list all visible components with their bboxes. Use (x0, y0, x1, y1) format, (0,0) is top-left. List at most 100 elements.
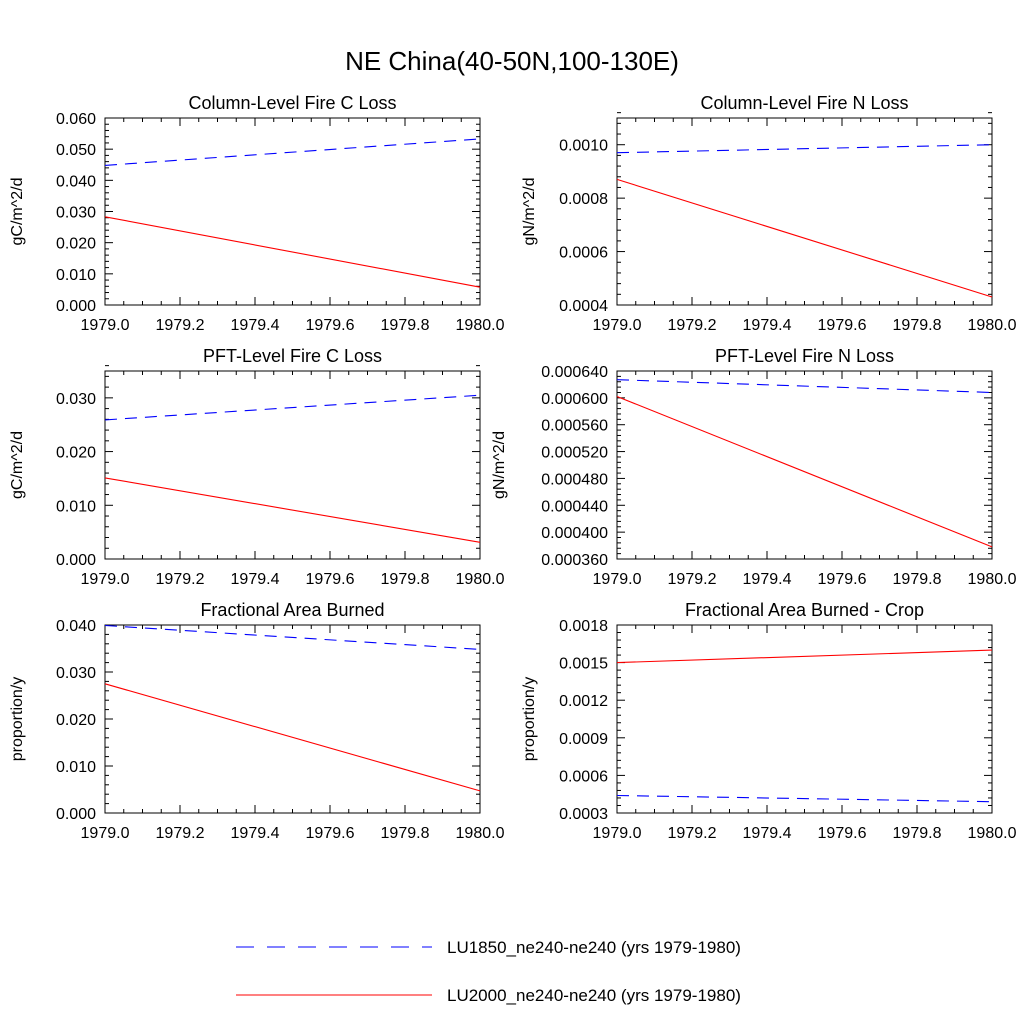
y-tick-label: 0.0012 (559, 693, 608, 710)
y-tick-label: 0.000440 (541, 498, 608, 515)
chart-panel-6: Fractional Area Burned - Crop 1979.0 1979.… (521, 600, 1017, 842)
x-tick-label: 1979.2 (156, 571, 205, 588)
x-tick-label: 1979.2 (668, 317, 717, 334)
y-tick-label: 0.0008 (559, 191, 608, 208)
x-tick-label: 1979.8 (381, 317, 430, 334)
x-tick-label: 1979.2 (156, 317, 205, 334)
x-tick-label: 1979.6 (306, 317, 355, 334)
x-tick-label: 1979.4 (743, 317, 792, 334)
x-tick-label: 1979.8 (381, 571, 430, 588)
x-tick-label: 1980.0 (968, 571, 1017, 588)
x-tick-label: 1980.0 (456, 571, 505, 588)
x-tick-label: 1979.0 (593, 317, 642, 334)
y-tick-label: 0.030 (56, 665, 96, 682)
y-tick-label: 0.040 (56, 618, 96, 635)
y-tick-label: 0.000640 (541, 364, 608, 381)
y-tick-label: 0.020 (56, 712, 96, 729)
x-tick-label: 1979.0 (81, 825, 130, 842)
series-line-lu2000 (104, 683, 481, 792)
panel-title: Column-Level Fire C Loss (188, 93, 396, 113)
y-tick-label: 0.000480 (541, 471, 608, 488)
series-line-lu2000 (104, 477, 481, 543)
y-tick-label: 0.000560 (541, 418, 608, 435)
x-tick-label: 1980.0 (968, 825, 1017, 842)
y-tick-label: 0.000 (56, 298, 96, 315)
y-tick-label: 0.0003 (559, 806, 608, 823)
series-line-lu1850 (616, 379, 993, 394)
chart-panel-5: Fractional Area Burned 1979.0 1979.2 1979.4… (9, 600, 505, 842)
y-tick-label: 0.000 (56, 806, 96, 823)
x-tick-label: 1979.4 (231, 571, 280, 588)
x-tick-label: 1979.6 (306, 571, 355, 588)
y-tick-label: 0.030 (56, 205, 96, 222)
x-tick-label: 1979.6 (818, 317, 867, 334)
y-tick-label: 0.030 (56, 391, 96, 408)
y-tick-label: 0.0015 (559, 656, 608, 673)
series-line-lu1850 (616, 794, 993, 803)
y-tick-label: 0.020 (56, 445, 96, 462)
y-axis-label: gC/m^2/d (9, 431, 26, 499)
y-tick-label: 0.000600 (541, 391, 608, 408)
y-axis-label: gC/m^2/d (9, 178, 26, 246)
x-tick-label: 1979.4 (231, 825, 280, 842)
y-tick-label: 0.000360 (541, 552, 608, 569)
series-line-lu1850 (104, 394, 481, 421)
plot-frame (616, 117, 993, 306)
y-tick-label: 0.0006 (559, 768, 608, 785)
x-tick-label: 1979.8 (893, 825, 942, 842)
x-tick-label: 1979.2 (668, 825, 717, 842)
x-tick-label: 1979.2 (668, 571, 717, 588)
legend-label: LU2000_ne240-ne240 (yrs 1979-1980) (447, 986, 741, 1005)
series-line-lu2000 (104, 216, 481, 288)
series-line-lu2000 (616, 395, 993, 548)
x-tick-label: 1979.0 (593, 571, 642, 588)
y-tick-label: 0.000 (56, 552, 96, 569)
y-tick-label: 0.0006 (559, 245, 608, 262)
y-tick-label: 0.000400 (541, 525, 608, 542)
legend: LU1850_ne240-ne240 (yrs 1979-1980) LU2000… (236, 938, 741, 1005)
legend-label: LU1850_ne240-ne240 (yrs 1979-1980) (447, 938, 741, 957)
y-tick-label: 0.0009 (559, 731, 608, 748)
y-tick-label: 0.010 (56, 267, 96, 284)
y-tick-label: 0.040 (56, 173, 96, 190)
y-axis-label: proportion/y (521, 677, 538, 762)
panel-title: Column-Level Fire N Loss (700, 93, 908, 113)
series-line-lu2000 (616, 178, 993, 298)
y-axis-label: gN/m^2/d (521, 178, 538, 246)
plot-frame (616, 370, 993, 560)
chart-panel-4: PFT-Level Fire N Loss 1979.0 1979.2 1979.4 1… (491, 346, 1017, 588)
y-axis-label: proportion/y (9, 677, 26, 762)
series-line-lu2000 (616, 649, 993, 664)
y-tick-label: 0.010 (56, 759, 96, 776)
chart-panel-2: Column-Level Fire N Loss 1979.0 1979.2 1979… (521, 93, 1017, 334)
chart-panel-1: Column-Level Fire C Loss 1979.0 1979.2 1979… (9, 93, 505, 334)
x-tick-label: 1979.6 (818, 825, 867, 842)
x-tick-label: 1980.0 (456, 825, 505, 842)
x-tick-label: 1979.0 (81, 571, 130, 588)
x-tick-label: 1979.4 (743, 825, 792, 842)
x-tick-label: 1979.4 (231, 317, 280, 334)
y-tick-label: 0.060 (56, 111, 96, 128)
x-tick-label: 1979.2 (156, 825, 205, 842)
x-tick-label: 1979.6 (306, 825, 355, 842)
panel-title: PFT-Level Fire N Loss (715, 346, 894, 366)
y-tick-label: 0.000520 (541, 445, 608, 462)
y-tick-label: 0.020 (56, 236, 96, 253)
series-line-lu1850 (616, 144, 993, 154)
y-tick-label: 0.050 (56, 142, 96, 159)
main-title: NE China(40-50N,100-130E) (345, 46, 679, 76)
y-tick-label: 0.0018 (559, 618, 608, 635)
panels: Column-Level Fire C Loss 1979.0 1979.2 1979… (9, 93, 1017, 842)
plot-frame (104, 370, 481, 560)
y-tick-label: 0.0010 (559, 138, 608, 155)
series-line-lu1850 (104, 138, 481, 166)
x-tick-label: 1980.0 (968, 317, 1017, 334)
y-axis-label: gN/m^2/d (491, 431, 508, 499)
x-tick-label: 1979.0 (81, 317, 130, 334)
y-tick-label: 0.0004 (559, 298, 608, 315)
plot-frame (616, 624, 993, 814)
x-tick-label: 1979.0 (593, 825, 642, 842)
x-tick-label: 1979.6 (818, 571, 867, 588)
x-tick-label: 1979.8 (893, 571, 942, 588)
